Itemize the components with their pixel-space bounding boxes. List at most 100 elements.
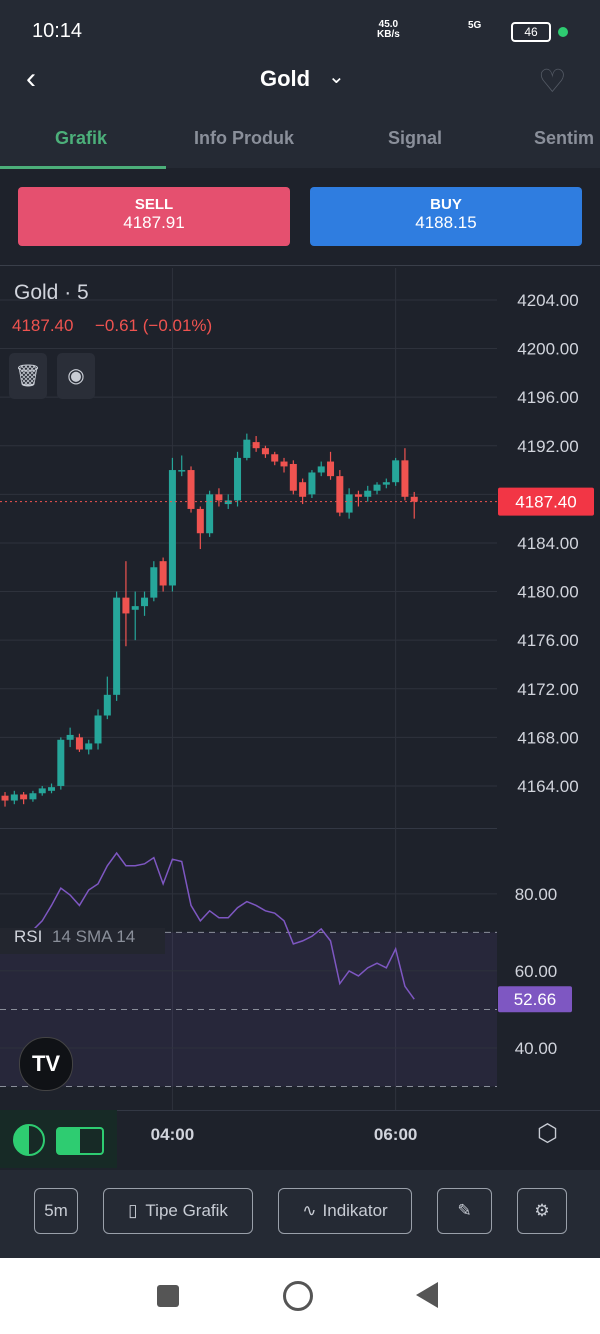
tab[interactable]: Signal bbox=[388, 128, 443, 148]
candle-body bbox=[94, 715, 102, 744]
sell-price: 4187.91 bbox=[123, 213, 185, 232]
tab[interactable]: Sentim bbox=[534, 128, 595, 148]
candle-body bbox=[196, 508, 204, 534]
sell-button[interactable]: SELL 4187.91 bbox=[18, 187, 290, 246]
speed: 45.0 bbox=[378, 19, 399, 30]
candle-body bbox=[150, 567, 158, 598]
tab[interactable]: Info Produk bbox=[194, 128, 294, 148]
candle-body bbox=[29, 793, 37, 800]
candle-body bbox=[103, 694, 111, 716]
candle-body bbox=[57, 739, 65, 786]
visibility[interactable]: ◉ bbox=[57, 353, 95, 399]
interval[interactable]: 5m bbox=[34, 1188, 78, 1234]
draw[interactable]: ✎ bbox=[437, 1188, 492, 1234]
top-bar bbox=[0, 0, 600, 168]
candle-body bbox=[215, 494, 223, 501]
candle-body bbox=[308, 472, 316, 495]
y-tick-label: 4164.00 bbox=[517, 777, 578, 796]
candle-body bbox=[178, 470, 186, 472]
settings-axis[interactable]: ⬡ bbox=[537, 1120, 558, 1147]
rsi-line bbox=[4, 851, 415, 1000]
chart-title: Gold · 5 bbox=[14, 281, 89, 304]
candle-body bbox=[187, 470, 195, 509]
y-tick-label: 4180.00 bbox=[517, 583, 578, 602]
nav-back[interactable] bbox=[416, 1282, 438, 1308]
y-tick-label: 4200.00 bbox=[517, 340, 578, 359]
candle-body bbox=[327, 461, 335, 477]
buy-button[interactable]: BUY 4188.15 bbox=[310, 187, 582, 246]
y-tick-label: 40.00 bbox=[515, 1039, 558, 1058]
candle-body bbox=[280, 461, 288, 467]
candle-body bbox=[206, 494, 214, 534]
rsi-current-box bbox=[498, 986, 572, 1013]
dropdown[interactable]: ⌄ bbox=[328, 66, 345, 88]
candle-body bbox=[75, 737, 83, 750]
candle-body bbox=[1, 795, 9, 801]
candle-body bbox=[289, 463, 297, 491]
nav-home[interactable] bbox=[283, 1281, 313, 1311]
y-tick-label: 4172.00 bbox=[517, 680, 578, 699]
candle-body bbox=[392, 460, 400, 483]
nav-recent[interactable] bbox=[157, 1285, 179, 1307]
last-price: 4187.40 bbox=[12, 316, 74, 335]
pane-border bbox=[0, 828, 497, 829]
candle-body bbox=[38, 788, 46, 794]
theme-toggle[interactable] bbox=[13, 1124, 45, 1156]
net-speed: 45.0 KB/s bbox=[377, 20, 400, 40]
layout-toggle[interactable] bbox=[56, 1127, 104, 1155]
y-tick-label: 4204.00 bbox=[517, 291, 578, 310]
candle-body bbox=[373, 484, 381, 491]
candle-body bbox=[234, 457, 242, 501]
candle-body bbox=[336, 476, 344, 513]
back[interactable]: ‹ bbox=[26, 62, 36, 95]
mode-panel bbox=[0, 1110, 117, 1168]
current-price-box bbox=[498, 487, 594, 516]
indicator[interactable]: ∿ Indikator bbox=[278, 1188, 412, 1234]
candle-body bbox=[85, 743, 93, 750]
tab-indicator bbox=[0, 166, 166, 169]
candle-body bbox=[20, 794, 28, 800]
candle-body bbox=[252, 442, 260, 449]
candle-body bbox=[317, 466, 325, 473]
candle-body bbox=[401, 460, 409, 497]
nav-bar bbox=[0, 1258, 600, 1334]
candle-body bbox=[271, 454, 279, 462]
candle-body bbox=[410, 496, 418, 502]
sell-label: SELL bbox=[134, 196, 174, 213]
y-tick-label: 4184.00 bbox=[517, 534, 578, 553]
battery: 46 bbox=[511, 22, 551, 42]
clock: 10:14 bbox=[32, 20, 83, 42]
axis-border bbox=[0, 1110, 600, 1111]
x-tick-label: 06:00 bbox=[374, 1125, 417, 1144]
candle-body bbox=[141, 597, 149, 607]
candle-body bbox=[168, 470, 176, 586]
settings[interactable]: ⚙ bbox=[517, 1188, 567, 1234]
logo: TV bbox=[19, 1037, 73, 1091]
speed-unit: KB/s bbox=[377, 29, 400, 40]
rsi-title: RSI bbox=[14, 927, 43, 946]
favorite[interactable]: ♡ bbox=[538, 63, 567, 99]
candle-body bbox=[261, 448, 269, 455]
chart: 4204.004200.004196.004192.004188.004184.… bbox=[0, 268, 600, 1144]
candle-body bbox=[113, 597, 121, 695]
current-price-label: 4187.40 bbox=[515, 493, 576, 512]
chart-type-label: Tipe Grafik bbox=[145, 1201, 228, 1220]
divider bbox=[0, 265, 600, 266]
chart-type[interactable]: ▯ Tipe Grafik bbox=[103, 1188, 253, 1234]
delete[interactable]: 🗑 bbox=[9, 353, 47, 399]
candle-body bbox=[243, 439, 251, 458]
dot bbox=[558, 27, 568, 37]
candle-body bbox=[382, 482, 390, 485]
tab[interactable]: Grafik bbox=[55, 128, 108, 148]
candle-body bbox=[66, 734, 74, 740]
candle-body bbox=[48, 787, 56, 791]
candle-body bbox=[299, 482, 307, 497]
rsi-legend-bg bbox=[0, 928, 165, 954]
buy-price: 4188.15 bbox=[415, 213, 477, 232]
y-tick-label: 80.00 bbox=[515, 885, 558, 904]
indicator-label: Indikator bbox=[322, 1201, 388, 1220]
title[interactable]: Gold bbox=[260, 66, 311, 91]
rsi-current-label: 52.66 bbox=[514, 990, 557, 1009]
buy-label: BUY bbox=[430, 196, 462, 213]
